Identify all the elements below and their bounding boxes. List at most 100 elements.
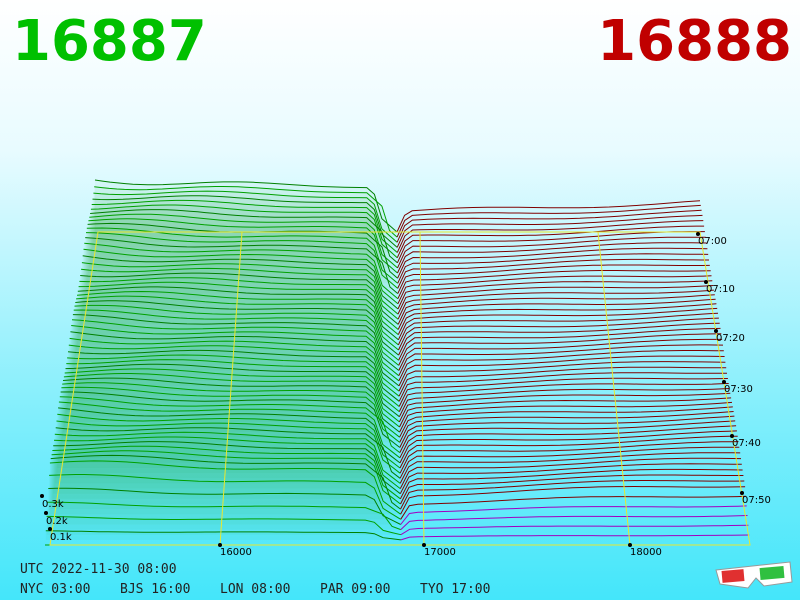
ask-line bbox=[400, 524, 749, 536]
ask-line bbox=[399, 397, 732, 428]
bid-line bbox=[94, 179, 398, 233]
price-grid-line bbox=[419, 231, 425, 546]
ask-line bbox=[398, 317, 719, 351]
glasses-icon bbox=[715, 561, 793, 589]
ask-line bbox=[397, 307, 718, 341]
ask-line bbox=[397, 253, 709, 284]
ask-line bbox=[397, 275, 712, 305]
bid-line bbox=[94, 186, 398, 238]
ask-line bbox=[397, 298, 716, 330]
ask-line bbox=[397, 303, 717, 335]
ask-line bbox=[396, 200, 701, 233]
ask-line bbox=[396, 220, 704, 253]
ask-line bbox=[399, 441, 739, 474]
depth-tick bbox=[48, 527, 52, 531]
ask-line bbox=[398, 366, 727, 397]
bid-line bbox=[86, 227, 399, 284]
time-tick bbox=[722, 380, 726, 384]
depth-surface bbox=[45, 179, 750, 546]
time-tick bbox=[704, 280, 708, 284]
ask-line bbox=[398, 344, 724, 376]
ask-line bbox=[397, 247, 708, 279]
ask-line bbox=[399, 411, 734, 443]
ask-line bbox=[397, 270, 711, 299]
bid-price: 16887 bbox=[12, 9, 207, 74]
time-tick bbox=[696, 232, 700, 236]
ask-line bbox=[400, 495, 746, 520]
ask-line bbox=[398, 327, 721, 361]
bid-line bbox=[85, 232, 399, 289]
ask-line bbox=[396, 204, 701, 238]
ask-line bbox=[397, 289, 714, 320]
red-lens bbox=[721, 569, 745, 583]
ask-line bbox=[399, 420, 736, 453]
bid-line bbox=[89, 213, 398, 269]
ask-line bbox=[399, 457, 742, 489]
ask-line bbox=[396, 209, 702, 243]
price-label: 16000 bbox=[220, 547, 252, 558]
ask-line bbox=[398, 383, 729, 412]
depth-tick bbox=[40, 494, 44, 498]
bid-line bbox=[45, 530, 401, 541]
ask-line bbox=[398, 338, 723, 371]
ask-line bbox=[398, 372, 728, 402]
ask-line bbox=[399, 401, 733, 433]
bid-line bbox=[46, 515, 402, 536]
ask-line bbox=[398, 361, 726, 392]
price-label: 17000 bbox=[424, 547, 456, 558]
bid-line bbox=[92, 195, 398, 248]
ask-line bbox=[399, 430, 737, 464]
price-grid-line bbox=[219, 231, 243, 546]
ask-line bbox=[400, 505, 747, 525]
ask-line bbox=[397, 280, 713, 310]
ask-line bbox=[397, 236, 706, 269]
ask-line bbox=[398, 333, 722, 366]
time-label: 07:10 bbox=[706, 284, 735, 295]
ask-price: 16888 bbox=[597, 9, 792, 74]
ask-line bbox=[398, 392, 731, 423]
time-label: 07:30 bbox=[724, 384, 753, 395]
ask-line bbox=[400, 480, 745, 510]
ask-line bbox=[400, 474, 744, 505]
ask-line bbox=[398, 322, 720, 356]
ask-line bbox=[399, 446, 740, 479]
depth-label: 0.2k bbox=[46, 516, 68, 527]
city-time: BJS 16:00 bbox=[120, 582, 190, 597]
ask-line bbox=[397, 242, 707, 274]
price-tick bbox=[628, 543, 632, 547]
ask-line bbox=[396, 225, 705, 258]
city-time: NYC 03:00 bbox=[20, 582, 90, 597]
ask-line bbox=[397, 294, 715, 325]
ask-line bbox=[398, 350, 724, 382]
time-label: 07:50 bbox=[742, 495, 771, 506]
time-label: 07:20 bbox=[716, 333, 745, 344]
ask-line bbox=[397, 264, 710, 294]
ask-line bbox=[398, 388, 730, 417]
ask-line bbox=[400, 485, 746, 515]
city-time: PAR 09:00 bbox=[320, 582, 390, 597]
ask-line bbox=[399, 406, 733, 438]
ask-line bbox=[399, 415, 735, 448]
time-tick bbox=[714, 329, 718, 333]
ask-line bbox=[397, 258, 709, 289]
bid-line bbox=[47, 501, 401, 531]
depth-label: 0.1k bbox=[50, 532, 72, 543]
bid-line bbox=[90, 204, 398, 259]
ask-line bbox=[397, 312, 719, 346]
price-label: 18000 bbox=[630, 547, 662, 558]
ask-line bbox=[398, 377, 728, 407]
floor-frame: 16000 17000 18000 07:00 07:10 07:20 07:30 07:40… bbox=[40, 231, 771, 558]
ask-line bbox=[397, 285, 714, 315]
utc-time: UTC 2022-11-30 08:00 bbox=[20, 562, 177, 577]
bid-line bbox=[88, 218, 398, 274]
ask-line bbox=[400, 534, 750, 541]
time-tick bbox=[730, 434, 734, 438]
green-lens bbox=[759, 565, 785, 581]
bid-line bbox=[91, 199, 398, 253]
ask-line bbox=[396, 214, 703, 248]
ask-line bbox=[398, 355, 725, 387]
time-label: 07:40 bbox=[732, 438, 761, 449]
time-label: 07:00 bbox=[698, 236, 727, 247]
bid-line bbox=[90, 209, 398, 264]
